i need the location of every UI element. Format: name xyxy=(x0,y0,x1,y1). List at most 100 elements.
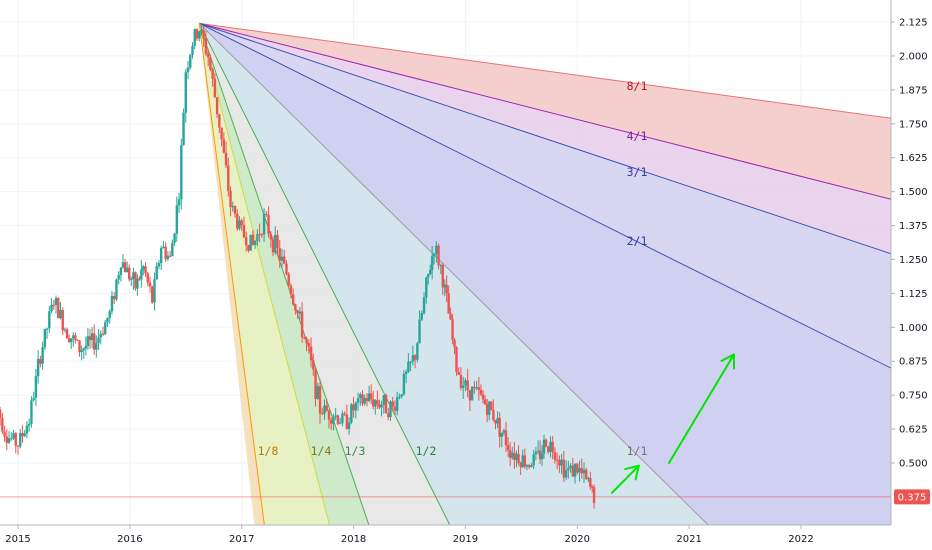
candle-body xyxy=(260,234,264,236)
candle-body xyxy=(435,245,438,254)
candle-body xyxy=(312,360,315,370)
y-axis[interactable]: 2.125 2.000 1.875 1.750 1.625 1.500 1.375 1.250… xyxy=(891,18,928,470)
candle-body xyxy=(151,286,154,303)
candle-body xyxy=(110,295,114,312)
candle-body xyxy=(521,455,524,468)
candle-body xyxy=(227,165,230,191)
candle-body xyxy=(562,459,566,478)
candle-body xyxy=(411,355,415,362)
fan-ray-8-1 xyxy=(199,22,892,119)
x-axis[interactable]: 2015 2016 2017 2018 2019 2020 2021 2022 xyxy=(5,525,814,545)
candle-body xyxy=(413,355,417,360)
candle-body xyxy=(321,413,324,415)
candle-body xyxy=(157,263,161,267)
candle-body xyxy=(80,350,83,353)
candle-body xyxy=(213,78,217,98)
candle-body xyxy=(148,282,152,287)
candle-body xyxy=(27,423,31,426)
candle-body xyxy=(389,401,392,418)
candle-body xyxy=(12,433,15,439)
candle-body xyxy=(580,468,583,474)
candle-body xyxy=(0,409,2,419)
candle-body xyxy=(182,112,185,146)
candle-body xyxy=(5,436,9,443)
candle-body xyxy=(300,311,304,338)
candle-body xyxy=(318,386,322,414)
candle-body xyxy=(128,267,131,280)
candle-body xyxy=(134,272,137,289)
candle-body xyxy=(387,413,390,418)
fan-ray-1-8 xyxy=(198,23,265,526)
candle-body xyxy=(173,233,176,243)
candle-body xyxy=(34,376,38,398)
candle-body xyxy=(280,256,284,261)
candle-body xyxy=(372,399,375,407)
gann-fan-rays xyxy=(198,22,892,526)
fan-zone-2-1 xyxy=(199,23,892,525)
candle-body xyxy=(376,400,379,405)
fan-label-1-8: 1/8 xyxy=(258,444,279,458)
x-tick-label: 2021 xyxy=(676,534,701,545)
candle-body xyxy=(1,418,4,432)
candle-body xyxy=(70,338,73,342)
candle-body xyxy=(175,205,179,234)
candle-body xyxy=(384,395,388,414)
candle-body xyxy=(475,387,478,389)
candle-body xyxy=(538,450,542,460)
candle-body xyxy=(553,452,557,460)
candle-body xyxy=(453,339,456,348)
candle-body xyxy=(551,441,554,453)
candle-body xyxy=(144,266,147,274)
candle-body xyxy=(240,220,243,226)
candle-body xyxy=(106,317,109,323)
candle-body xyxy=(492,409,495,420)
candle-body xyxy=(222,139,226,153)
candle-body xyxy=(506,445,510,451)
candle-body xyxy=(341,413,344,424)
candle-body xyxy=(517,453,520,464)
candle-body xyxy=(427,274,430,278)
candle-body xyxy=(21,432,24,437)
candle-body xyxy=(325,405,328,411)
candle-body xyxy=(447,293,450,314)
candle-body xyxy=(99,333,102,338)
candle-body xyxy=(437,245,440,266)
candle-body xyxy=(585,469,588,480)
last-price-tag: 0.375 xyxy=(894,489,930,505)
candle-body xyxy=(249,234,252,251)
candle-body xyxy=(582,469,586,474)
candle-body xyxy=(449,313,452,320)
candle-body xyxy=(309,346,313,361)
x-tick-label: 2020 xyxy=(565,534,590,545)
candle-body xyxy=(356,397,360,403)
candle-body xyxy=(314,369,317,399)
candle-body xyxy=(283,256,286,264)
candle-body xyxy=(540,453,544,460)
candle-body xyxy=(382,395,385,405)
candle-body xyxy=(422,297,426,313)
candle-body xyxy=(576,463,579,473)
last-price-value: 0.375 xyxy=(898,492,927,503)
candle-body xyxy=(573,463,577,477)
candle-body xyxy=(468,390,472,401)
candle-body xyxy=(393,406,397,411)
candle-body xyxy=(367,393,371,401)
candle-body xyxy=(52,304,55,306)
candle-body xyxy=(93,333,96,350)
candle-body xyxy=(303,337,306,339)
gann-fan-labels: 8/1 4/1 3/1 2/1 1/1 1/2 1/3 1/4 1/8 xyxy=(258,79,648,458)
candle-body xyxy=(443,284,446,288)
candle-body xyxy=(30,400,33,424)
candle-body xyxy=(23,433,26,437)
candle-body xyxy=(39,358,42,364)
candle-body xyxy=(115,279,118,300)
candle-body xyxy=(132,272,135,280)
candle-body xyxy=(457,372,460,375)
candle-body xyxy=(361,394,364,404)
candle-body xyxy=(168,255,172,257)
candle-body xyxy=(445,284,448,294)
candle-body xyxy=(532,454,535,466)
right-axis-background xyxy=(891,0,932,550)
candle-body xyxy=(425,277,428,298)
